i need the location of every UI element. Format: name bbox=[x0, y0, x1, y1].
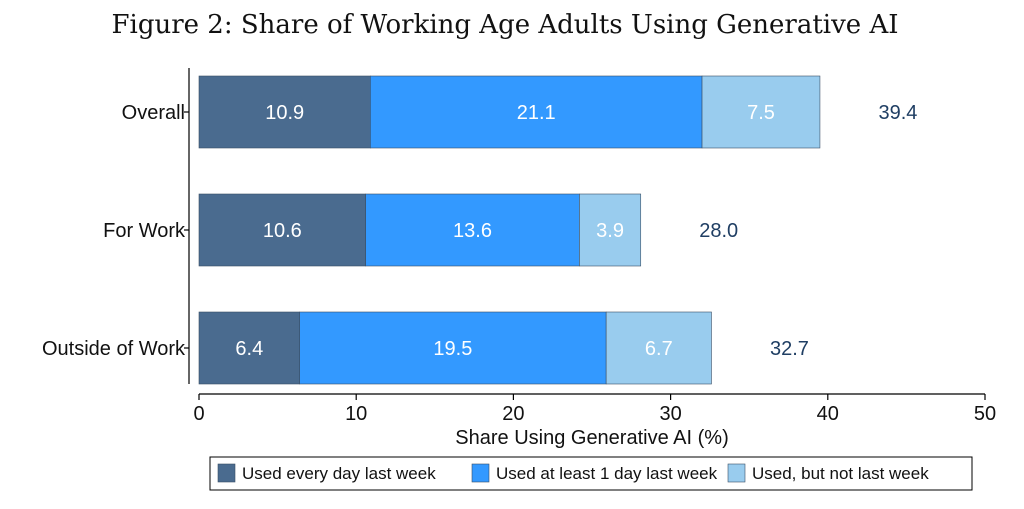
total-value-label: 32.7 bbox=[770, 338, 809, 360]
legend-swatch bbox=[471, 463, 490, 483]
bar-segment bbox=[198, 193, 366, 267]
category-label: Overall bbox=[122, 102, 185, 124]
bar-segment bbox=[365, 193, 580, 267]
bar-segment bbox=[605, 311, 712, 385]
x-tick-label: 30 bbox=[659, 403, 681, 425]
segment-value-label: 6.4 bbox=[235, 338, 263, 360]
chart-title: Figure 2: Share of Working Age Adults Us… bbox=[111, 10, 899, 40]
total-value-label: 39.4 bbox=[878, 102, 917, 124]
bar-segment bbox=[198, 311, 300, 385]
segment-value-label: 6.7 bbox=[645, 338, 673, 360]
segment-value-label: 10.6 bbox=[263, 220, 302, 242]
total-value-label: 28.0 bbox=[699, 220, 738, 242]
bars-group: 10.9 21.1 7.5 39.4 10.6 13.6 3.9 28.0 6.4 19.5 6.7… bbox=[198, 75, 917, 385]
bar-segment bbox=[701, 75, 821, 149]
axes-group: Overall For Work Outside of Work 0 10 20 30 40 5… bbox=[42, 68, 996, 425]
x-tick-label: 10 bbox=[345, 403, 367, 425]
legend: Used every day last week Used at least 1 … bbox=[209, 456, 973, 491]
segment-value-label: 21.1 bbox=[517, 102, 556, 124]
x-tick-label: 50 bbox=[974, 403, 996, 425]
segment-value-label: 19.5 bbox=[433, 338, 472, 360]
legend-swatch bbox=[217, 463, 236, 483]
bar-segment bbox=[299, 311, 607, 385]
bar-segment bbox=[579, 193, 642, 267]
category-label: For Work bbox=[103, 220, 186, 242]
bar-segment bbox=[370, 75, 703, 149]
legend-label: Used, but not last week bbox=[752, 464, 929, 483]
legend-label: Used at least 1 day last week bbox=[496, 464, 718, 483]
legend-box bbox=[209, 456, 973, 491]
legend-swatch bbox=[727, 463, 746, 483]
legend-label: Used every day last week bbox=[242, 464, 436, 483]
segment-value-label: 3.9 bbox=[596, 220, 624, 242]
x-axis-title: Share Using Generative AI (%) bbox=[455, 427, 728, 449]
x-tick-label: 20 bbox=[502, 403, 524, 425]
x-tick-label: 40 bbox=[817, 403, 839, 425]
segment-value-label: 13.6 bbox=[453, 220, 492, 242]
category-label: Outside of Work bbox=[42, 338, 186, 360]
segment-value-label: 10.9 bbox=[265, 102, 304, 124]
x-tick-label: 0 bbox=[193, 403, 204, 425]
segment-value-label: 7.5 bbox=[747, 102, 775, 124]
bar-segment bbox=[198, 75, 371, 149]
